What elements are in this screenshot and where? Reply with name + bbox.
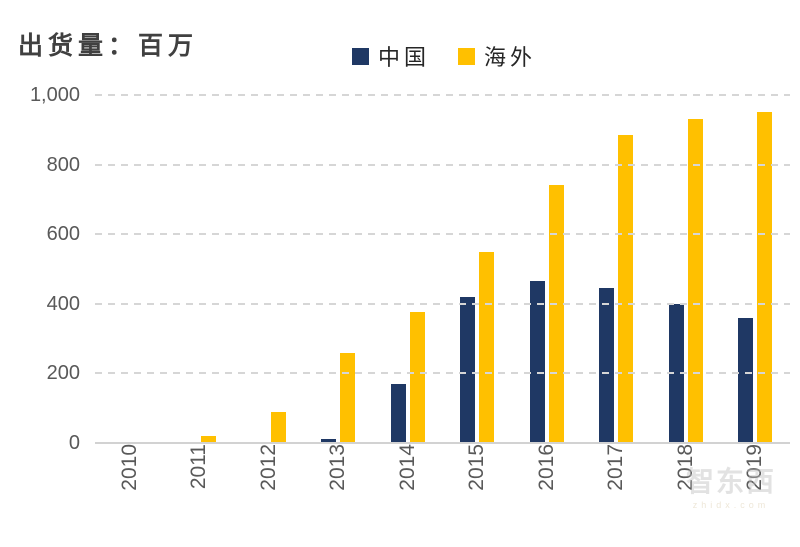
gridline-600 [95,233,790,236]
bar-group-2015 [443,95,513,443]
x-tick-cell-2016: 2016 [512,444,582,545]
bar-group-2014 [373,95,443,443]
x-tick-cell-2017: 2017 [582,444,652,545]
bar-group-2013 [304,95,374,443]
gridline-400 [95,302,790,305]
y-tick-label: 400 [46,292,80,315]
legend-swatch-china-icon [352,47,369,65]
x-tick-cell-2015: 2015 [443,444,513,545]
bar-china-2017 [599,288,615,443]
x-tick-label-2017: 2017 [604,444,628,491]
x-tick-cell-2018: 2018 [651,444,721,545]
y-tick-label: 600 [46,223,80,246]
bar-group-2010 [95,95,165,443]
bar-china-2015 [460,297,476,443]
legend-item-overseas: 海外 [458,40,536,72]
chart-title: 出货量：百万 [18,33,199,60]
gridline-1000 [95,94,790,96]
x-tick-label-2011: 2011 [187,444,211,490]
y-tick-label: 0 [68,432,80,454]
x-tick-label-2013: 2013 [326,444,350,491]
bar-china-2016 [529,281,545,443]
x-tick-cell-2010: 2010 [95,444,165,545]
x-tick-cell-2011: 2011 [165,444,235,545]
bar-overseas-2013 [340,353,356,443]
bar-group-2017 [582,95,652,443]
x-tick-cell-2019: 2019 [721,444,791,545]
bar-overseas-2019 [757,112,773,443]
y-tick-label: 800 [46,153,80,176]
bar-china-2013 [321,439,337,443]
x-tick-label-2010: 2010 [117,444,141,491]
bar-overseas-2015 [479,252,495,443]
bar-group-2011 [165,95,235,443]
legend-item-china: 中国 [352,40,430,72]
bar-china-2014 [390,384,406,443]
plot-area [95,94,790,444]
gridline-200 [95,372,790,375]
x-tick-label-2018: 2018 [673,444,697,491]
x-tick-label-2012: 2012 [256,444,280,491]
legend-label-china: 中国 [378,45,431,70]
gridline-800 [95,163,790,166]
y-tick-label: 200 [46,362,80,385]
x-tick-label-2016: 2016 [534,444,558,491]
x-tick-cell-2012: 2012 [234,444,304,545]
bar-overseas-2014 [409,312,425,443]
x-tick-label-2015: 2015 [465,444,489,491]
bar-group-2016 [512,95,582,443]
x-tick-label-2019: 2019 [743,444,767,491]
bars-container [95,95,790,443]
y-tick-label: 1,000 [29,84,80,106]
bar-overseas-2018 [687,119,703,443]
bar-overseas-2017 [618,135,634,443]
x-tick-label-2014: 2014 [395,444,419,491]
x-axis-labels: 2010 2011 2012 2013 2014 2015 2016 2017 2018 2019 [95,444,791,545]
bar-china-2019 [738,318,754,443]
bar-overseas-2011 [201,436,217,443]
legend: 中国 海外 [352,40,536,72]
bar-group-2012 [234,95,304,443]
bar-group-2019 [721,95,791,443]
x-tick-cell-2013: 2013 [304,444,374,545]
bar-group-2018 [651,95,721,443]
x-axis-line [95,442,790,444]
legend-label-overseas: 海外 [484,45,537,70]
x-tick-cell-2014: 2014 [373,444,443,545]
bar-overseas-2016 [548,185,564,443]
bar-overseas-2012 [270,412,286,443]
legend-swatch-overseas-icon [458,47,476,65]
